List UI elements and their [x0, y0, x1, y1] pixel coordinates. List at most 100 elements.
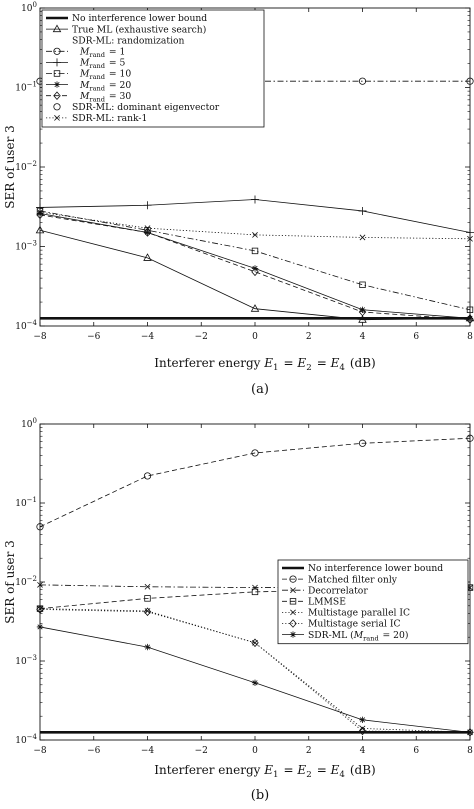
data-point [36, 210, 44, 217]
data-point [251, 679, 259, 686]
legend-label: Multistage parallel IC [308, 608, 410, 619]
legend-swatch-marker [289, 631, 297, 638]
x-axis-label: Interferer energy E1 = E2 = E4 (dB) [154, 763, 375, 780]
data-point [143, 472, 152, 480]
x-tick-label: −8 [33, 332, 47, 342]
legend-label: SDR-ML (Mrand = 20) [308, 630, 408, 643]
y-tick-label: 100 [21, 1, 37, 14]
series-1 [36, 434, 474, 531]
data-point [359, 725, 366, 732]
data-point [358, 206, 367, 215]
legend-label: Mrand = 30 [79, 91, 131, 104]
data-point [143, 253, 152, 261]
data-point [37, 581, 43, 588]
data-point [37, 605, 43, 612]
data-point [36, 203, 44, 212]
x-tick-label: −8 [33, 746, 47, 756]
data-point [144, 643, 151, 651]
series-5 [36, 605, 474, 737]
x-tick-label: 8 [467, 332, 473, 342]
legend-swatch-marker [53, 91, 61, 101]
legend-header: SDR-ML: randomization [72, 35, 185, 46]
legend-swatch-marker [289, 575, 297, 583]
data-point [466, 77, 474, 85]
panel-caption: (a) [251, 382, 269, 397]
legend-label: Mrand = 20 [79, 80, 131, 93]
y-tick-label: 10−1 [15, 496, 37, 509]
legend-swatch-marker [53, 58, 61, 67]
x-tick-label: 2 [306, 746, 312, 756]
legend-swatch-marker [53, 81, 61, 88]
x-tick-label: 4 [360, 332, 366, 342]
legend-label: Matched filter only [308, 574, 398, 585]
series-line [39, 214, 471, 321]
data-point [251, 267, 259, 277]
series-1 [35, 225, 474, 323]
data-point [251, 449, 259, 457]
data-point [359, 281, 366, 288]
data-point [359, 306, 366, 313]
y-tick-label: 100 [21, 417, 37, 430]
series-line [39, 229, 471, 321]
data-point [466, 729, 474, 736]
data-point [144, 225, 151, 232]
x-tick-label: 0 [252, 746, 258, 756]
data-point [358, 315, 367, 323]
data-point [251, 195, 259, 204]
data-point [143, 607, 152, 617]
series-3 [36, 195, 474, 237]
data-point [144, 595, 151, 602]
x-tick-label: −2 [195, 746, 208, 756]
x-tick-label: −2 [195, 332, 208, 342]
legend-swatch-marker [53, 70, 61, 77]
data-point [466, 306, 474, 313]
series-6 [36, 210, 474, 325]
data-point [36, 623, 44, 631]
data-point [466, 315, 474, 325]
legend-label: No interference lower bound [72, 13, 207, 24]
x-tick-label: 8 [467, 746, 473, 756]
series-4 [36, 207, 474, 313]
data-point [359, 716, 366, 724]
data-point [358, 439, 367, 447]
x-tick-label: −4 [141, 332, 155, 342]
legend-swatch-marker [53, 103, 61, 111]
legend-label: SDR-ML: dominant eigenvector [72, 102, 220, 113]
data-point [358, 726, 367, 736]
x-tick-label: −6 [87, 746, 101, 756]
series-line [39, 210, 471, 311]
x-tick-label: 4 [360, 746, 366, 756]
data-point [466, 728, 474, 737]
data-point [251, 588, 259, 596]
y-tick-label: 10−4 [15, 319, 37, 332]
data-point [251, 247, 259, 255]
data-point [143, 201, 152, 210]
series-8 [37, 209, 473, 242]
legend-label: True ML (exhaustive search) [72, 24, 206, 35]
data-point [251, 638, 259, 648]
x-tick-label: 6 [413, 746, 419, 756]
y-tick-label: 10−2 [15, 160, 37, 173]
series-line [39, 608, 471, 733]
legend-label: Mrand = 1 [79, 47, 125, 60]
data-point [359, 234, 366, 241]
legend-swatch-marker [290, 587, 296, 594]
legend-label: Mrand = 5 [79, 58, 125, 71]
y-tick-label: 10−2 [15, 575, 37, 588]
data-point [467, 235, 473, 242]
x-axis-label: Interferer energy E1 = E2 = E4 (dB) [154, 356, 375, 373]
data-point [250, 304, 260, 312]
series-6 [36, 623, 474, 736]
legend-label: SDR-ML: rank-1 [72, 113, 147, 124]
x-tick-label: 6 [413, 332, 419, 342]
data-point [36, 210, 44, 220]
legend-swatch-marker [54, 115, 60, 121]
chart-panel-b: −8 −6 −4 −2 0 2 4 6 8 10−4 10−3 10−2 10−1 100 Interfer… [3, 417, 474, 803]
x-tick-label: −6 [87, 332, 101, 342]
legend-box [41, 9, 265, 128]
series-line [39, 199, 471, 233]
panel-caption: (b) [251, 788, 269, 803]
